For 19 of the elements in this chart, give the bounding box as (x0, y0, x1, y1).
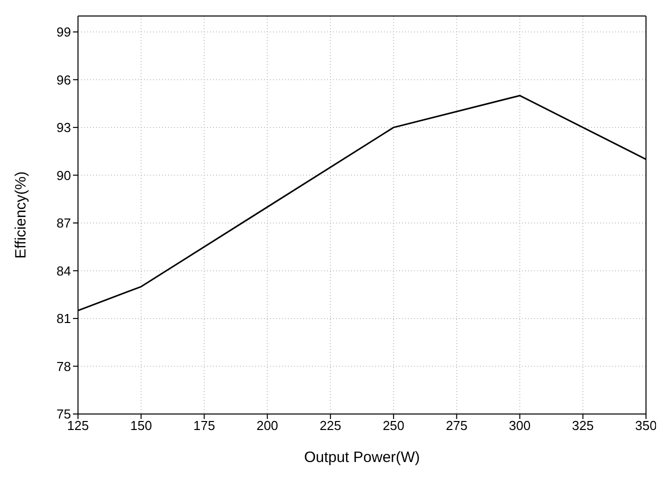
x-tick-label: 325 (572, 418, 594, 434)
x-tick-label: 225 (320, 418, 342, 434)
y-tick-label: 90 (56, 168, 71, 183)
y-tick-label: 81 (56, 311, 71, 326)
x-tick-label: 150 (130, 418, 152, 434)
y-tick-label: 84 (56, 263, 71, 278)
y-tick-label: 87 (56, 216, 71, 231)
x-tick-label: 300 (508, 418, 531, 434)
x-tick-label: 175 (193, 418, 216, 434)
x-tick-label: 250 (382, 418, 404, 434)
y-tick-label: 93 (56, 120, 71, 136)
y-tick-label: 96 (56, 72, 71, 88)
x-tick-label: 350 (635, 418, 657, 434)
y-tick-label: 78 (56, 358, 71, 374)
x-tick-label: 200 (256, 418, 278, 434)
y-tick-label: 99 (56, 24, 71, 40)
x-tick-label: 275 (446, 418, 468, 434)
y-axis-title: Efficiency(%) (12, 171, 30, 259)
x-axis-title: Output Power(W) (304, 449, 420, 466)
